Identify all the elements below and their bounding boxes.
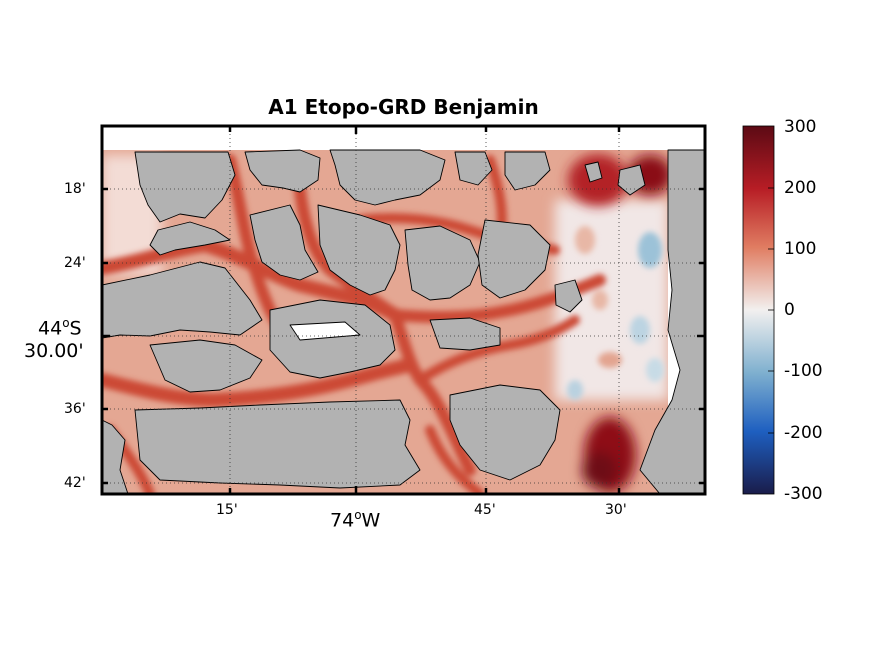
land-small-1: [584, 161, 603, 183]
tick-marks: [102, 126, 705, 494]
x-tick-label: 30': [605, 502, 627, 518]
y-tick-label: 18': [64, 181, 86, 197]
sea-east-mottle: [567, 226, 664, 400]
land-south-center: [134, 399, 421, 489]
land-east-mid: [477, 219, 551, 299]
land-north-center: [329, 149, 446, 206]
y-tick-label: 36': [64, 401, 86, 417]
land-center-south: [269, 299, 396, 379]
land-north-east: [454, 151, 493, 186]
land: [102, 149, 705, 494]
land-west-block: [149, 221, 231, 256]
land-north-block: [244, 149, 321, 193]
colorbar-tick-label: 300: [784, 117, 817, 137]
land-west-big: [102, 261, 263, 339]
land-nw-island: [134, 151, 236, 223]
colorbar-tick-label: -200: [784, 423, 823, 443]
x-tick-label: 45': [474, 502, 496, 518]
colorbar: [742, 125, 775, 495]
sea-hotspots: [568, 154, 668, 493]
colorbar-tick-label: 200: [784, 178, 817, 198]
map-title: A1 Etopo-GRD Benjamin: [268, 95, 539, 119]
colorbar-tick-label: 100: [784, 239, 817, 259]
map-panel: [100, 124, 707, 496]
map-frame: [100, 124, 707, 496]
land-mainland-east: [639, 149, 705, 494]
x-tick-label: 15': [216, 502, 238, 518]
colorbar-tick-label: -300: [784, 484, 823, 504]
land-south-west: [149, 339, 263, 393]
x-major-label: 74oW: [330, 508, 381, 532]
land-se-mid: [429, 317, 501, 351]
y-major-label-minutes: 30.00': [24, 340, 84, 362]
y-tick-label: 24': [64, 255, 86, 271]
land-small-4: [289, 321, 361, 341]
y-tick-label: 42': [64, 475, 86, 491]
land-south-east: [449, 384, 561, 481]
land-north-east2: [504, 151, 551, 191]
land-center: [317, 204, 401, 296]
colorbar-ticks: [768, 187, 774, 434]
land-small-3: [554, 279, 583, 313]
land-west-edge: [102, 419, 129, 494]
colorbar-tick-label: -100: [784, 361, 823, 381]
y-major-label-degrees: 44oS: [38, 316, 82, 340]
grid-lines: [102, 126, 705, 494]
land-small-2: [617, 164, 646, 196]
colorbar-tick-label: 0: [784, 300, 795, 320]
land-center-west: [249, 204, 319, 281]
